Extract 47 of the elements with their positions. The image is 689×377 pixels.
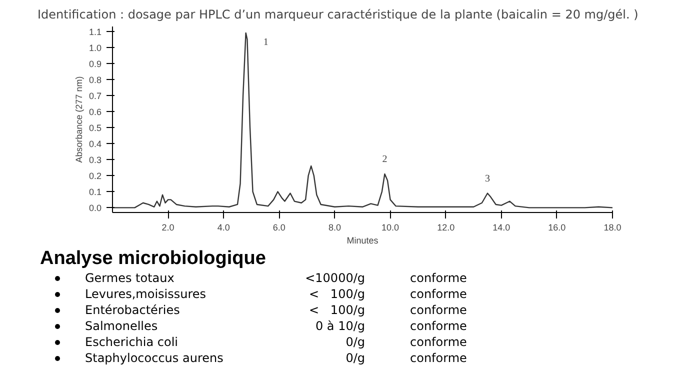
text: conforme xyxy=(409,318,467,334)
text: 0/g xyxy=(344,350,365,366)
y-tick-label: 0.4 xyxy=(88,139,102,150)
text: Escherichia coli xyxy=(85,334,179,350)
y-tick-label: 0.1 xyxy=(88,187,102,198)
y-tick-label: 0.5 xyxy=(88,123,102,134)
x-tick-label: 8.0 xyxy=(328,222,341,232)
text: Salmonelles xyxy=(85,318,159,334)
chart-title: Identification : dosage par HPLC d’un marqueur caractéristique de la plante (baicalin = 20 mg/gél. ) xyxy=(38,8,638,22)
text: <10000/g xyxy=(304,270,365,286)
text: 0 à 10/g xyxy=(314,318,365,334)
x-tick-label: 14.0 xyxy=(492,222,510,232)
text: Staphylococcus aurens xyxy=(85,350,224,366)
y-tick-label: 1.0 xyxy=(88,42,102,53)
x-tick-label: 2.0 xyxy=(162,222,174,232)
y-axis-title: Absorbance (277 nm) xyxy=(74,76,84,163)
text: conforme xyxy=(409,350,467,366)
text: Entérobactéries xyxy=(85,302,181,318)
x-tick-label: 4.0 xyxy=(217,222,230,232)
x-axis-title: Minutes xyxy=(346,236,379,246)
annotation: 3 xyxy=(485,173,490,184)
x-tick-label: 6.0 xyxy=(272,222,286,232)
y-tick-label: 0.3 xyxy=(88,155,102,166)
text: conforme xyxy=(409,286,467,302)
text: conforme xyxy=(409,302,467,318)
text: Levures,moisissures xyxy=(85,286,208,302)
annotation: 1 xyxy=(263,36,268,48)
x-tick-label: 18.0 xyxy=(604,222,622,232)
y-tick-label: 0.9 xyxy=(88,58,102,69)
text: conforme xyxy=(409,270,467,286)
line-series xyxy=(112,32,612,208)
x-tick-label: 16.0 xyxy=(548,222,566,232)
text: Germes totaux xyxy=(85,270,176,286)
y-tick-label: 0.0 xyxy=(88,203,102,214)
text: conforme xyxy=(409,334,467,350)
text: < 100/g xyxy=(308,302,365,318)
x-tick-label: 10.0 xyxy=(382,222,400,232)
y-tick-label: 0.7 xyxy=(88,90,102,101)
y-tick-label: 1.1 xyxy=(88,26,102,37)
annotation: 2 xyxy=(382,154,388,166)
y-tick-label: 0.6 xyxy=(88,106,102,117)
y-tick-label: 0.8 xyxy=(88,74,102,85)
y-tick-label: 0.2 xyxy=(88,171,102,182)
text: Analyse microbiologique xyxy=(40,248,267,270)
text: 0/g xyxy=(344,334,365,350)
text: < 100/g xyxy=(308,286,365,302)
x-tick-label: 12.0 xyxy=(437,222,455,232)
